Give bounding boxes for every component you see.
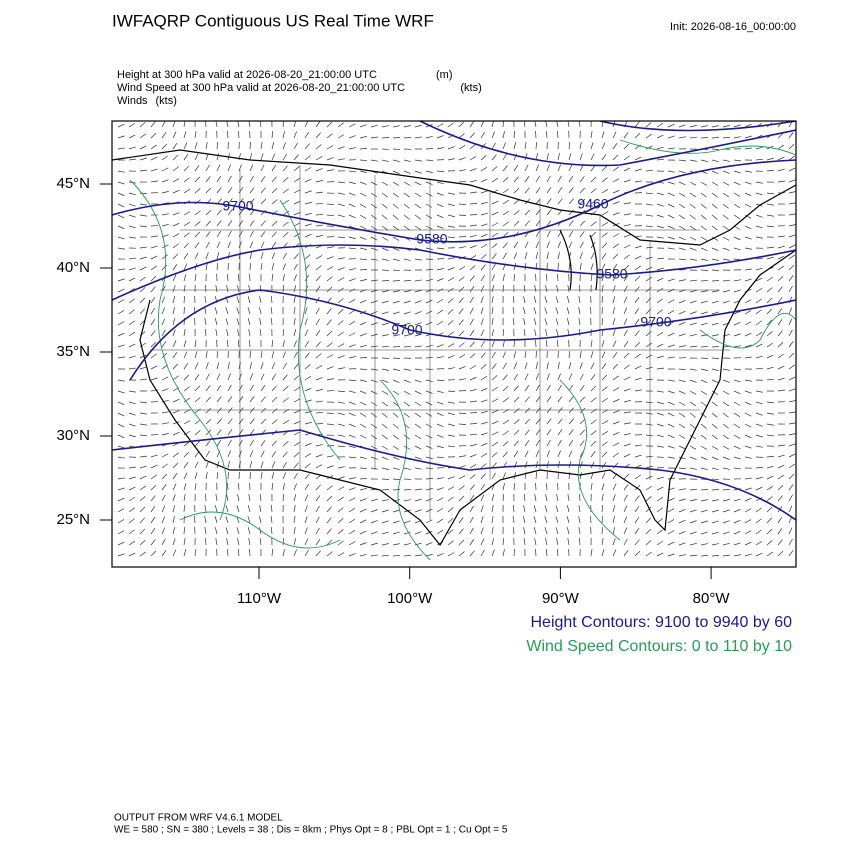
- footer-options: WE = 580 ; SN = 380 ; Levels = 38 ; Dis …: [114, 825, 508, 836]
- lon-label: 100°W: [387, 590, 433, 607]
- contour-label: 9700: [640, 314, 671, 330]
- field-name: Winds: [117, 95, 148, 107]
- lon-label: 80°W: [693, 590, 731, 607]
- legend-height: Height Contours: 9100 to 9940 by 60: [530, 614, 792, 631]
- field-units: (kts): [156, 95, 177, 107]
- lon-label: 110°W: [237, 590, 282, 607]
- contour-label: 9580: [596, 266, 627, 282]
- lat-label: 35°N: [56, 343, 90, 360]
- field-name: Wind Speed at 300 hPa valid at 2026-08-2…: [117, 82, 405, 94]
- lat-label: 40°N: [56, 259, 90, 276]
- lat-label: 25°N: [56, 511, 90, 528]
- footer-model: OUTPUT FROM WRF V4.6.1 MODEL: [114, 813, 283, 824]
- field-units: (m): [436, 69, 453, 81]
- contour-label: 9460: [577, 196, 608, 212]
- init-time: Init: 2026-08-16_00:00:00: [670, 21, 796, 33]
- title: IWFAQRP Contiguous US Real Time WRF: [112, 11, 434, 30]
- lon-label: 90°W: [542, 590, 580, 607]
- field-units: (kts): [460, 82, 481, 94]
- lat-label: 45°N: [56, 175, 90, 192]
- contour-label: 9700: [391, 322, 422, 338]
- contour-label: 9700: [222, 198, 253, 214]
- lat-label: 30°N: [56, 427, 90, 444]
- contour-label: 9580: [416, 231, 447, 247]
- field-name: Height at 300 hPa valid at 2026-08-20_21…: [117, 69, 377, 81]
- legend-wind-speed: Wind Speed Contours: 0 to 110 by 10: [526, 638, 792, 655]
